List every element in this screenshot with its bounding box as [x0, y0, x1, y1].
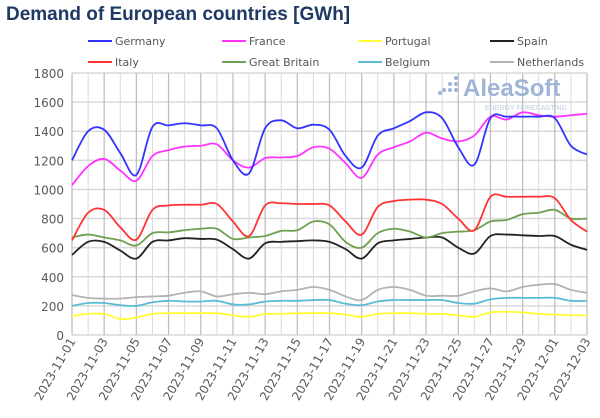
y-tick-label: 400 — [41, 271, 64, 285]
y-tick-label: 1200 — [33, 154, 64, 168]
y-tick-label: 0 — [56, 329, 64, 343]
chart-title: Demand of European countries [GWh] — [6, 4, 351, 25]
legend-label: Germany — [115, 35, 166, 48]
y-tick-label: 1800 — [33, 67, 64, 81]
legend-label: France — [249, 35, 286, 48]
series-line-portugal — [71, 310, 588, 321]
watermark-dot — [448, 88, 452, 92]
watermark-logo: AleaSoft — [463, 75, 560, 102]
watermark-tagline: ENERGY FORECASTING — [485, 105, 567, 112]
y-tick-label: 1000 — [33, 183, 64, 197]
legend-label: Portugal — [385, 35, 431, 48]
y-tick-label: 1600 — [33, 96, 64, 110]
legend-label: Italy — [115, 56, 139, 69]
legend-label: Belgium — [385, 56, 430, 69]
series-line-spain — [71, 233, 588, 260]
series-line-great-britain — [71, 208, 588, 249]
y-tick-label: 1400 — [33, 125, 64, 139]
watermark-dot — [454, 76, 458, 80]
legend-label: Spain — [517, 35, 548, 48]
watermark-dot — [454, 88, 458, 92]
series-line-germany — [71, 111, 588, 177]
series-line-belgium — [71, 296, 588, 307]
watermark-dot — [438, 91, 442, 95]
y-tick-label: 200 — [41, 300, 64, 314]
series-line-italy — [71, 193, 588, 242]
legend-label: Netherlands — [517, 56, 584, 69]
y-tick-label: 600 — [41, 242, 64, 256]
watermark-dot — [454, 82, 458, 86]
series-line-france — [71, 111, 588, 186]
y-tick-label: 800 — [41, 213, 64, 227]
legend-label: Great Britain — [249, 56, 319, 69]
watermark-dot — [442, 88, 446, 92]
series-line-netherlands — [71, 282, 588, 302]
watermark-dot — [448, 82, 452, 86]
